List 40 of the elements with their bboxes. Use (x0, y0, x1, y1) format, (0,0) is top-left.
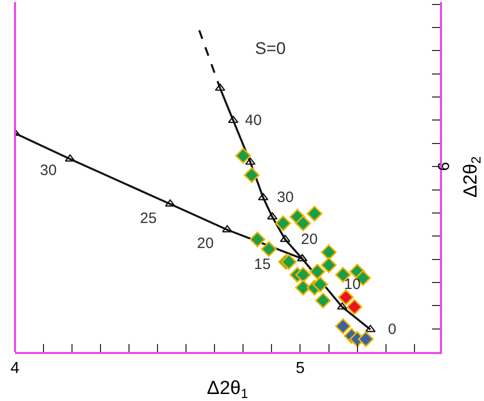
point (320, 244, 337, 260)
point (260, 241, 277, 257)
annotation: 6 (436, 162, 453, 171)
point (336, 302, 348, 310)
annotation: 20 (301, 231, 318, 248)
point (244, 167, 260, 183)
point (275, 215, 292, 232)
point (267, 212, 278, 220)
annotation: 30 (277, 189, 294, 206)
point (295, 215, 311, 232)
annotation: 15 (254, 256, 271, 273)
point (280, 254, 297, 270)
point (306, 206, 322, 222)
annotation: 25 (140, 210, 157, 227)
point (295, 266, 311, 283)
point (309, 264, 326, 280)
point (258, 192, 268, 200)
point (312, 276, 328, 292)
annotation: 0 (388, 321, 396, 338)
point (235, 148, 252, 164)
point (295, 280, 311, 296)
x-axis-title: Δ2θ$_{1}$ (206, 378, 248, 401)
point (280, 234, 290, 242)
point (358, 331, 374, 348)
annotation: 30 (40, 162, 57, 179)
annotation: S=0 (255, 39, 286, 58)
point (250, 232, 266, 248)
x-tick-label: 4 (10, 360, 20, 378)
point (320, 257, 337, 274)
point (164, 199, 176, 207)
point (335, 318, 351, 334)
x-tick-label: 5 (296, 360, 305, 378)
point (315, 292, 331, 308)
point (338, 289, 354, 306)
annotation: 20 (197, 235, 214, 252)
point (365, 324, 376, 332)
annotation: 40 (245, 112, 262, 129)
point (346, 299, 362, 315)
point (64, 154, 76, 162)
annotation: 10 (344, 276, 361, 293)
